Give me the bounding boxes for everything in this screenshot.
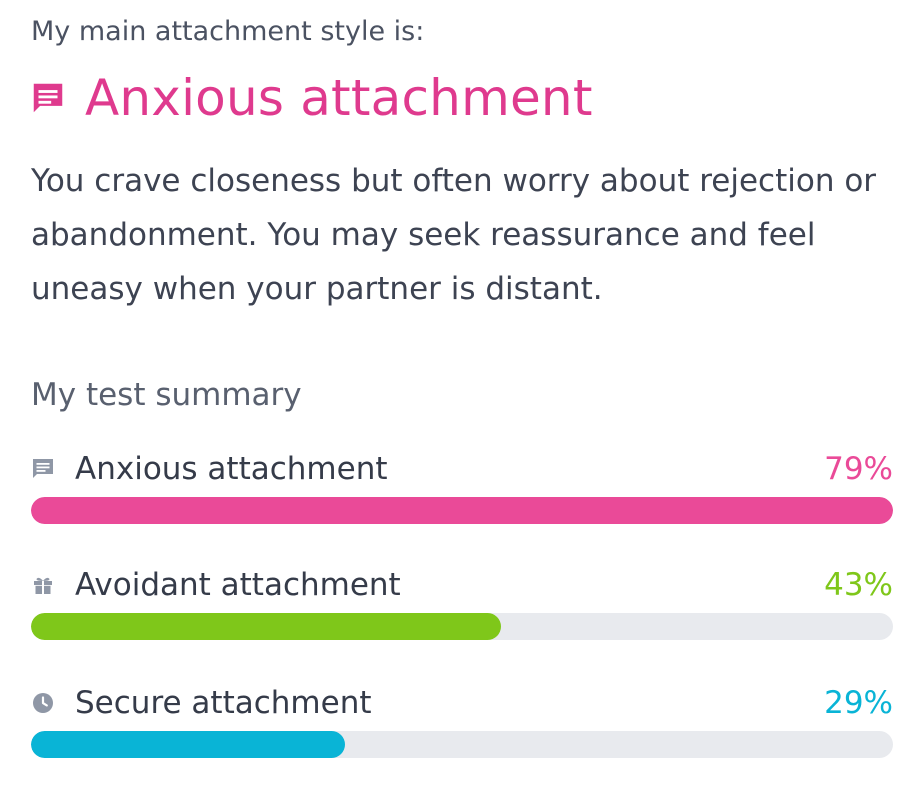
summary-item-percentage: 79% [824,451,893,487]
summary-progress-track [31,731,893,758]
summary-item-percentage: 43% [824,567,893,603]
summary-item-anxious-attachment: Anxious attachment 79% [31,446,893,524]
summary-item-header: Anxious attachment 79% [31,446,893,492]
chat-bubble-icon [33,83,63,113]
main-style-intro: My main attachment style is: [31,16,425,47]
summary-progress-track [31,613,893,640]
chat-bubble-icon [33,459,53,478]
summary-progress-fill [31,613,501,640]
summary-progress-fill [31,497,893,524]
summary-item-label: Secure attachment [75,685,372,721]
summary-item-header: Secure attachment 29% [31,680,893,726]
summary-item-avoidant-attachment: Avoidant attachment 43% [31,562,893,640]
summary-item-percentage: 29% [824,685,893,721]
main-style-title: Anxious attachment [85,69,593,127]
clock-icon [33,693,53,713]
summary-progress-fill [31,731,345,758]
summary-progress-track [31,497,893,524]
gift-icon [34,577,52,594]
summary-item-label: Anxious attachment [75,451,388,487]
summary-item-label: Avoidant attachment [75,567,401,603]
summary-item-header: Avoidant attachment 43% [31,562,893,608]
main-style-heading: Anxious attachment [29,66,593,130]
summary-item-secure-attachment: Secure attachment 29% [31,680,893,758]
test-summary-title: My test summary [31,377,302,413]
style-description: You crave closeness but often worry abou… [31,163,877,307]
